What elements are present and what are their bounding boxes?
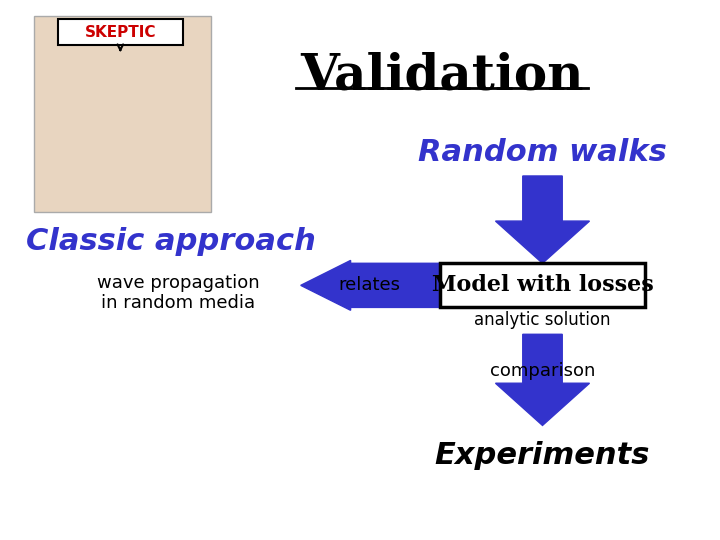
Text: Classic approach: Classic approach	[26, 227, 316, 256]
FancyBboxPatch shape	[58, 18, 183, 45]
Polygon shape	[495, 176, 590, 264]
Text: relates: relates	[339, 276, 401, 294]
Text: Validation: Validation	[300, 51, 583, 100]
FancyBboxPatch shape	[34, 16, 212, 212]
Text: Random walks: Random walks	[418, 138, 667, 167]
Text: SKEPTIC: SKEPTIC	[84, 24, 156, 39]
FancyBboxPatch shape	[440, 264, 645, 307]
Text: Model with losses: Model with losses	[431, 274, 653, 296]
Text: analytic solution: analytic solution	[474, 311, 611, 329]
Text: wave propagation
in random media: wave propagation in random media	[96, 274, 259, 313]
Polygon shape	[495, 334, 590, 426]
Polygon shape	[301, 260, 440, 310]
Text: Experiments: Experiments	[435, 441, 650, 470]
Text: comparison: comparison	[490, 362, 595, 380]
